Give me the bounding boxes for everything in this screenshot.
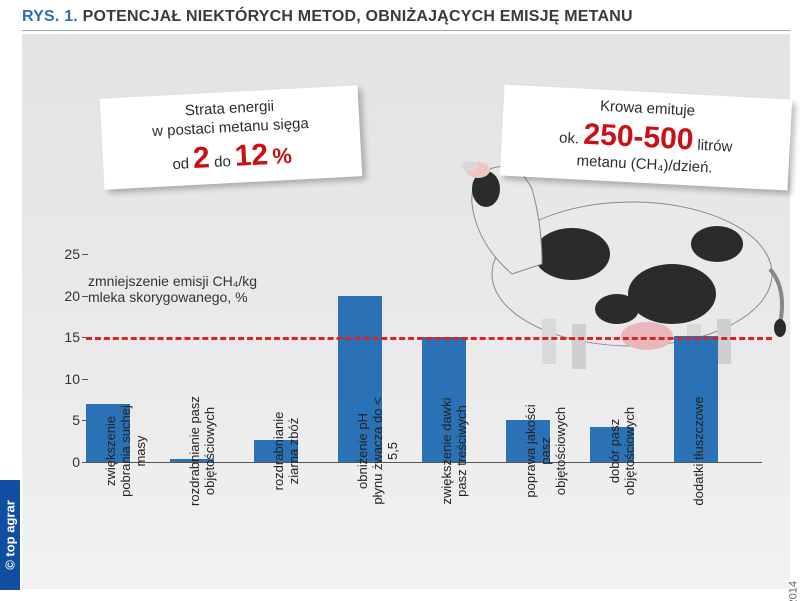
category-label: rozdrabnianie pasz objętościowych [188,396,218,506]
big-number: 250-500 [583,117,695,156]
x-axis [82,462,762,463]
figure-title: RYS. 1. POTENCJAŁ NIEKTÓRYCH METOD, OBNI… [22,8,790,26]
y-tick-label: 0 [52,454,80,470]
y-tick-mark [82,254,88,255]
reference-line [86,337,772,340]
y-tick-label: 10 [52,371,80,387]
y-tick-mark [82,420,88,421]
y-tick-mark [82,379,88,380]
y-tick-label: 20 [52,288,80,304]
y-tick-mark [82,296,88,297]
category-label: obniżenie pH płynu żwacza do < 5,5 [356,396,401,506]
title-divider [22,30,790,31]
big-number: 12 [234,138,269,173]
bar-chart: 0510152025 [52,254,762,494]
y-tick-label: 15 [52,329,80,345]
category-label: dobór pasz objętościowych [608,396,638,506]
source-citation: źródło: Knapp i wsp., 2014 [788,581,800,601]
figure-title-text: POTENCJAŁ NIEKTÓRYCH METOD, OBNIŻAJĄCYCH… [83,8,633,25]
category-label: poprawa jakości pasz objętościowych [524,396,569,506]
big-number: 2 [192,141,210,175]
y-tick-label: 5 [52,412,80,428]
callout-cow-emission: Krowa emituje ok. 250-500 litrów metanu … [500,85,792,191]
category-label: dodatki tłuszczowe [692,396,707,506]
y-tick-label: 25 [52,246,80,262]
brand-label: © top agrar [3,500,18,570]
brand-tab: © top agrar [0,480,20,590]
chart-panel: Strata energii w postaci metanu sięga od… [22,34,790,589]
figure-number: RYS. 1. [22,8,78,25]
category-label: zwiększenie dawki pasz treściwych [440,396,470,506]
category-label: rozdrabnianie ziarna zbóż [272,396,302,506]
category-label: zwiększenie pobrania suchej masy [104,396,149,506]
callout-energy-loss: Strata energii w postaci metanu sięga od… [100,85,362,189]
